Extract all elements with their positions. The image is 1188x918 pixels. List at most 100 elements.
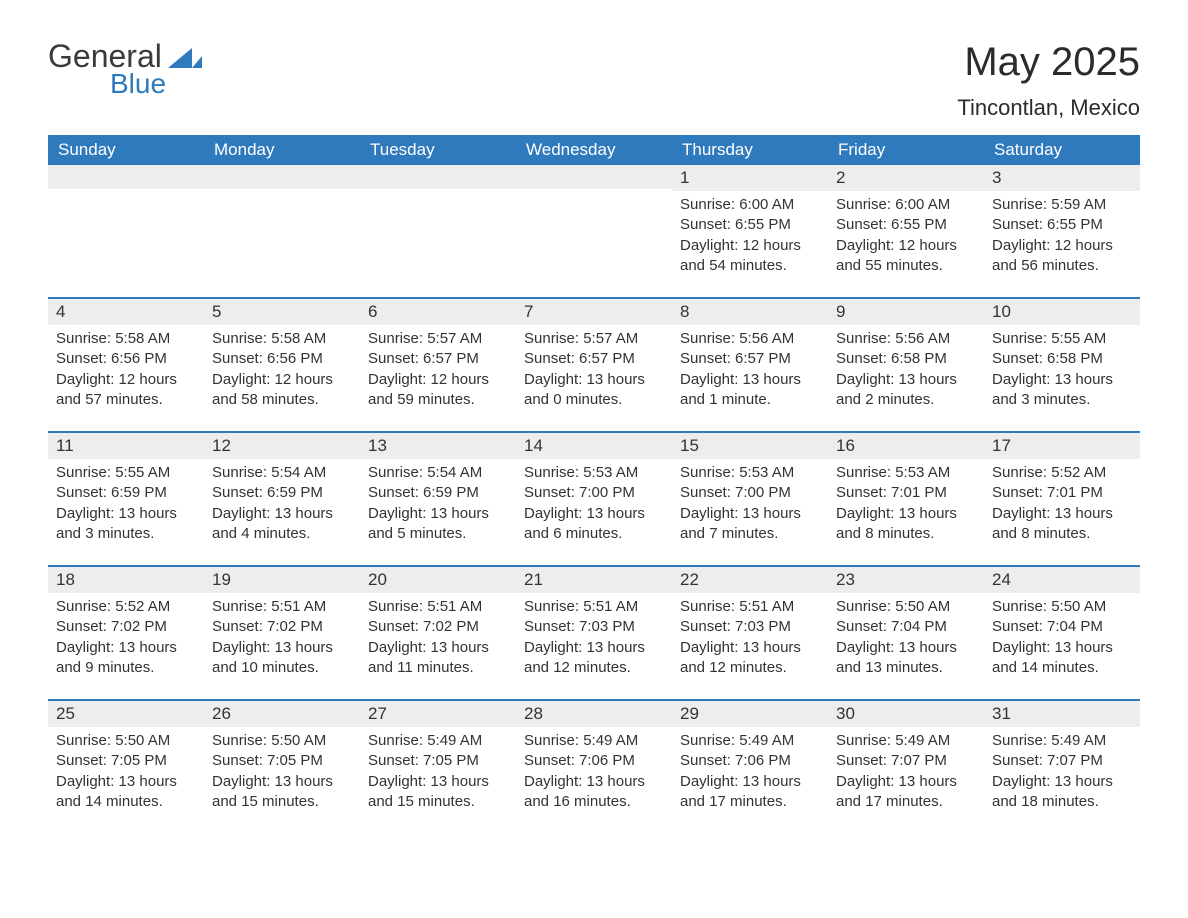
day-29: 29Sunrise: 5:49 AMSunset: 7:06 PMDayligh…	[672, 701, 828, 819]
page-title: May 2025	[957, 40, 1140, 85]
week-row: 25Sunrise: 5:50 AMSunset: 7:05 PMDayligh…	[48, 699, 1140, 819]
daylight-line: Daylight: 12 hours and 57 minutes.	[56, 370, 196, 411]
weekday-header-row: SundayMondayTuesdayWednesdayThursdayFrid…	[48, 135, 1140, 165]
day-number: 14	[516, 433, 672, 459]
day-details: Sunrise: 5:54 AMSunset: 6:59 PMDaylight:…	[360, 459, 516, 550]
daylight-line: Daylight: 13 hours and 11 minutes.	[368, 638, 508, 679]
sunrise-line: Sunrise: 6:00 AM	[680, 195, 820, 215]
day-details: Sunrise: 5:59 AMSunset: 6:55 PMDaylight:…	[984, 191, 1140, 282]
sunset-line: Sunset: 7:04 PM	[836, 617, 976, 637]
daylight-line: Daylight: 13 hours and 14 minutes.	[56, 772, 196, 813]
sunrise-line: Sunrise: 5:55 AM	[56, 463, 196, 483]
sunset-line: Sunset: 7:05 PM	[212, 751, 352, 771]
daylight-line: Daylight: 13 hours and 5 minutes.	[368, 504, 508, 545]
daylight-line: Daylight: 13 hours and 10 minutes.	[212, 638, 352, 679]
sunrise-line: Sunrise: 5:49 AM	[680, 731, 820, 751]
week-row: 1Sunrise: 6:00 AMSunset: 6:55 PMDaylight…	[48, 165, 1140, 283]
sunrise-line: Sunrise: 5:51 AM	[680, 597, 820, 617]
day-details: Sunrise: 5:58 AMSunset: 6:56 PMDaylight:…	[48, 325, 204, 416]
sunrise-line: Sunrise: 5:50 AM	[56, 731, 196, 751]
title-block: May 2025 Tincontlan, Mexico	[957, 40, 1140, 121]
day-number: 7	[516, 299, 672, 325]
day-9: 9Sunrise: 5:56 AMSunset: 6:58 PMDaylight…	[828, 299, 984, 417]
weekday-thursday: Thursday	[672, 135, 828, 165]
day-number: 26	[204, 701, 360, 727]
logo-triangle-icon	[168, 46, 202, 68]
sunset-line: Sunset: 6:58 PM	[992, 349, 1132, 369]
day-details: Sunrise: 5:57 AMSunset: 6:57 PMDaylight:…	[360, 325, 516, 416]
day-empty	[516, 165, 672, 283]
day-details: Sunrise: 5:52 AMSunset: 7:01 PMDaylight:…	[984, 459, 1140, 550]
day-number: 10	[984, 299, 1140, 325]
sunset-line: Sunset: 6:58 PM	[836, 349, 976, 369]
day-13: 13Sunrise: 5:54 AMSunset: 6:59 PMDayligh…	[360, 433, 516, 551]
day-22: 22Sunrise: 5:51 AMSunset: 7:03 PMDayligh…	[672, 567, 828, 685]
sunset-line: Sunset: 7:01 PM	[836, 483, 976, 503]
daylight-line: Daylight: 13 hours and 12 minutes.	[524, 638, 664, 679]
day-number	[360, 165, 516, 189]
sunrise-line: Sunrise: 5:54 AM	[368, 463, 508, 483]
day-26: 26Sunrise: 5:50 AMSunset: 7:05 PMDayligh…	[204, 701, 360, 819]
day-details: Sunrise: 5:49 AMSunset: 7:06 PMDaylight:…	[672, 727, 828, 818]
daylight-line: Daylight: 13 hours and 8 minutes.	[992, 504, 1132, 545]
day-11: 11Sunrise: 5:55 AMSunset: 6:59 PMDayligh…	[48, 433, 204, 551]
sunset-line: Sunset: 6:55 PM	[992, 215, 1132, 235]
location-label: Tincontlan, Mexico	[957, 95, 1140, 121]
day-5: 5Sunrise: 5:58 AMSunset: 6:56 PMDaylight…	[204, 299, 360, 417]
sunrise-line: Sunrise: 5:53 AM	[680, 463, 820, 483]
sunrise-line: Sunrise: 5:49 AM	[992, 731, 1132, 751]
sunrise-line: Sunrise: 5:49 AM	[368, 731, 508, 751]
sunrise-line: Sunrise: 5:52 AM	[992, 463, 1132, 483]
daylight-line: Daylight: 12 hours and 55 minutes.	[836, 236, 976, 277]
sunset-line: Sunset: 6:57 PM	[368, 349, 508, 369]
daylight-line: Daylight: 13 hours and 3 minutes.	[992, 370, 1132, 411]
week-row: 4Sunrise: 5:58 AMSunset: 6:56 PMDaylight…	[48, 297, 1140, 417]
weekday-wednesday: Wednesday	[516, 135, 672, 165]
day-details: Sunrise: 6:00 AMSunset: 6:55 PMDaylight:…	[672, 191, 828, 282]
day-details: Sunrise: 5:51 AMSunset: 7:03 PMDaylight:…	[672, 593, 828, 684]
daylight-line: Daylight: 13 hours and 1 minute.	[680, 370, 820, 411]
day-23: 23Sunrise: 5:50 AMSunset: 7:04 PMDayligh…	[828, 567, 984, 685]
day-details: Sunrise: 5:56 AMSunset: 6:58 PMDaylight:…	[828, 325, 984, 416]
daylight-line: Daylight: 13 hours and 9 minutes.	[56, 638, 196, 679]
sunrise-line: Sunrise: 5:59 AM	[992, 195, 1132, 215]
sunset-line: Sunset: 7:01 PM	[992, 483, 1132, 503]
day-details: Sunrise: 5:51 AMSunset: 7:02 PMDaylight:…	[204, 593, 360, 684]
daylight-line: Daylight: 13 hours and 18 minutes.	[992, 772, 1132, 813]
daylight-line: Daylight: 13 hours and 16 minutes.	[524, 772, 664, 813]
day-number	[204, 165, 360, 189]
day-number: 29	[672, 701, 828, 727]
sunset-line: Sunset: 6:56 PM	[56, 349, 196, 369]
day-empty	[360, 165, 516, 283]
day-number	[516, 165, 672, 189]
daylight-line: Daylight: 13 hours and 17 minutes.	[680, 772, 820, 813]
day-details: Sunrise: 5:49 AMSunset: 7:05 PMDaylight:…	[360, 727, 516, 818]
sunrise-line: Sunrise: 5:50 AM	[992, 597, 1132, 617]
day-number: 21	[516, 567, 672, 593]
sunrise-line: Sunrise: 5:49 AM	[836, 731, 976, 751]
sunset-line: Sunset: 7:07 PM	[836, 751, 976, 771]
day-details: Sunrise: 5:58 AMSunset: 6:56 PMDaylight:…	[204, 325, 360, 416]
day-details: Sunrise: 5:53 AMSunset: 7:00 PMDaylight:…	[672, 459, 828, 550]
weekday-sunday: Sunday	[48, 135, 204, 165]
day-16: 16Sunrise: 5:53 AMSunset: 7:01 PMDayligh…	[828, 433, 984, 551]
sunrise-line: Sunrise: 5:56 AM	[680, 329, 820, 349]
day-number: 8	[672, 299, 828, 325]
day-details: Sunrise: 5:53 AMSunset: 7:00 PMDaylight:…	[516, 459, 672, 550]
sunrise-line: Sunrise: 5:53 AM	[524, 463, 664, 483]
day-details: Sunrise: 5:50 AMSunset: 7:05 PMDaylight:…	[204, 727, 360, 818]
sunrise-line: Sunrise: 5:54 AM	[212, 463, 352, 483]
day-number: 6	[360, 299, 516, 325]
day-details: Sunrise: 5:50 AMSunset: 7:04 PMDaylight:…	[828, 593, 984, 684]
weekday-monday: Monday	[204, 135, 360, 165]
sunset-line: Sunset: 7:07 PM	[992, 751, 1132, 771]
day-3: 3Sunrise: 5:59 AMSunset: 6:55 PMDaylight…	[984, 165, 1140, 283]
logo: General Blue	[48, 40, 202, 100]
day-1: 1Sunrise: 6:00 AMSunset: 6:55 PMDaylight…	[672, 165, 828, 283]
day-19: 19Sunrise: 5:51 AMSunset: 7:02 PMDayligh…	[204, 567, 360, 685]
day-31: 31Sunrise: 5:49 AMSunset: 7:07 PMDayligh…	[984, 701, 1140, 819]
day-details: Sunrise: 5:49 AMSunset: 7:06 PMDaylight:…	[516, 727, 672, 818]
day-number: 2	[828, 165, 984, 191]
sunrise-line: Sunrise: 5:50 AM	[212, 731, 352, 751]
day-28: 28Sunrise: 5:49 AMSunset: 7:06 PMDayligh…	[516, 701, 672, 819]
